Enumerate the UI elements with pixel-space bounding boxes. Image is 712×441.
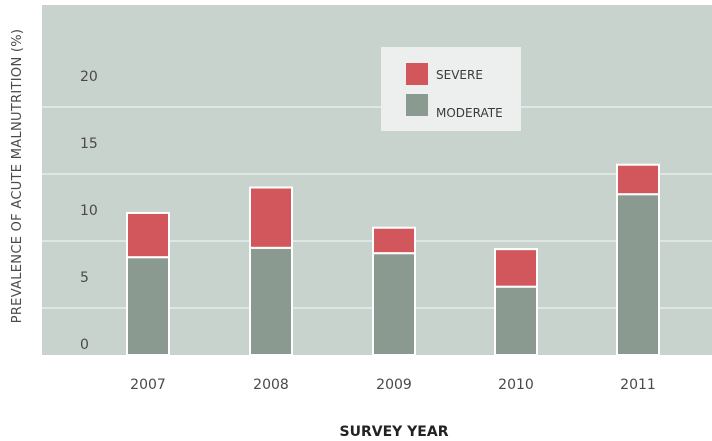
bar-severe-2007: [126, 211, 170, 259]
bar-severe-2008: [249, 186, 293, 249]
legend-swatch-moderate: [406, 94, 428, 116]
bar-severe-2011: [616, 163, 660, 196]
bar-moderate-2007: [126, 256, 170, 356]
legend-swatch-severe: [406, 63, 428, 85]
x-tick-label: 2009: [376, 377, 412, 393]
x-axis-title: SURVEY YEAR: [340, 424, 449, 440]
y-tick-labels: 0 5 10 15 20: [80, 69, 98, 353]
bar-severe-2010: [494, 248, 538, 288]
y-tick-label: 0: [80, 337, 89, 353]
y-tick-label: 20: [80, 69, 98, 85]
y-axis-title: PREVALENCE OF ACUTE MALNUTRITION (%): [10, 29, 25, 324]
x-tick-labels: 2007 2008 2009 2010 2011: [130, 377, 656, 393]
bar-severe-2009: [372, 226, 416, 255]
bar-moderate-2011: [616, 193, 660, 356]
x-tick-label: 2011: [620, 377, 656, 393]
bar-moderate-2010: [494, 285, 538, 356]
bars: [126, 163, 660, 356]
y-tick-label: 5: [80, 270, 89, 286]
bar-moderate-2008: [249, 246, 293, 356]
bar-moderate-2009: [372, 252, 416, 356]
legend-label-moderate: MODERATE: [436, 106, 503, 120]
x-tick-label: 2007: [130, 377, 166, 393]
x-tick-label: 2008: [253, 377, 289, 393]
y-tick-label: 10: [80, 203, 98, 219]
legend-label-severe: SEVERE: [436, 68, 483, 82]
legend-box: [381, 47, 521, 131]
y-tick-label: 15: [80, 136, 98, 152]
legend: SEVERE MODERATE: [381, 47, 521, 131]
x-tick-label: 2010: [498, 377, 534, 393]
